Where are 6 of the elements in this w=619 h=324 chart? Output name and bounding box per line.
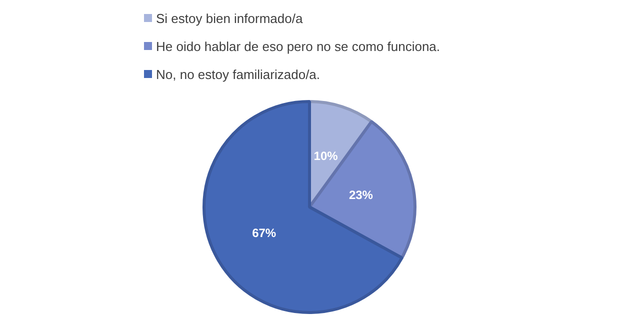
data-label: 67% bbox=[252, 226, 276, 240]
data-label: 10% bbox=[314, 149, 338, 164]
legend-label: No, no estoy familiarizado/a. bbox=[156, 66, 320, 82]
legend-label: Si estoy bien informado/a bbox=[156, 10, 303, 26]
data-label: 23% bbox=[348, 188, 374, 202]
legend-label: He oido hablar de eso pero no se como funciona. bbox=[156, 38, 440, 54]
